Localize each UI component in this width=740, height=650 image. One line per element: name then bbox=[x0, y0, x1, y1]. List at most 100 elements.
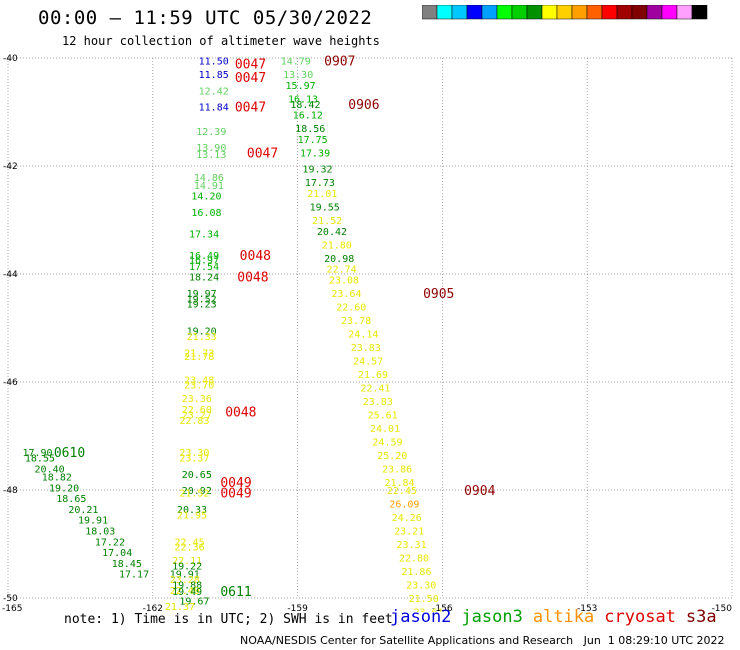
swh-value-label: 18.82 bbox=[42, 473, 72, 484]
swh-value-label: 16.49 bbox=[189, 251, 219, 262]
swh-value-label: 23.36 bbox=[182, 394, 212, 405]
swh-value-label: 17.75 bbox=[298, 135, 328, 146]
swh-value-label: 19.91 bbox=[170, 570, 200, 581]
swh-value-label: 21.84 bbox=[384, 478, 414, 489]
pass-time-label: 0048 bbox=[237, 271, 268, 286]
swh-value-label: 23.70 bbox=[184, 381, 214, 392]
swh-value-label: 22.41 bbox=[360, 383, 390, 394]
swh-value-label: 23.86 bbox=[382, 464, 412, 475]
swh-value-label: 22.60 bbox=[336, 302, 366, 313]
swh-value-label: 17.73 bbox=[305, 178, 335, 189]
swh-value-label: 22.74 bbox=[327, 265, 357, 276]
x-tick-label: -159 bbox=[287, 604, 308, 612]
swh-value-label: 14.86 bbox=[194, 173, 224, 184]
swh-value-label: 19.20 bbox=[49, 483, 79, 494]
colorbar-swatch bbox=[691, 5, 708, 20]
y-tick-label: -44 bbox=[3, 270, 18, 280]
swh-value-label: 17.04 bbox=[102, 548, 132, 559]
credit-line: NOAA/NESDIS Center for Satellite Applica… bbox=[240, 634, 725, 647]
swh-value-label: 17.22 bbox=[95, 537, 125, 548]
swh-value-label: 14.20 bbox=[191, 192, 221, 203]
swh-value-label: 23.83 bbox=[363, 397, 393, 408]
swh-value-label: 20.21 bbox=[68, 505, 98, 516]
pass-time-label: 0906 bbox=[348, 98, 379, 113]
pass-time-label: 0611 bbox=[220, 585, 251, 600]
swh-value-label: 23.64 bbox=[331, 289, 361, 300]
swh-value-label: 19.67 bbox=[179, 597, 209, 608]
swh-value-label: 13.13 bbox=[196, 150, 226, 161]
swh-value-label: 11.50 bbox=[199, 57, 229, 68]
y-tick-label: -48 bbox=[3, 486, 18, 496]
swh-value-label: 21.52 bbox=[312, 216, 342, 227]
swh-value-label: 16.12 bbox=[293, 111, 323, 122]
swh-value-label: 23.30 bbox=[179, 448, 209, 459]
swh-value-label: 23.30 bbox=[406, 581, 436, 592]
swh-value-label: 25.61 bbox=[368, 410, 398, 421]
swh-value-label: 17.90 bbox=[22, 448, 52, 459]
pass-time-label: 0907 bbox=[324, 55, 355, 70]
y-tick-label: -46 bbox=[3, 378, 18, 388]
swh-value-label: 23.37 bbox=[179, 454, 209, 465]
pass-time-label: 0049 bbox=[220, 476, 251, 491]
swh-value-label: 25.20 bbox=[377, 451, 407, 462]
swh-value-label: 21.50 bbox=[409, 594, 439, 605]
swh-value-label: 18.42 bbox=[290, 100, 320, 111]
swh-value-label: 18.56 bbox=[295, 124, 325, 135]
swh-value-label: 21.80 bbox=[322, 240, 352, 251]
swh-value-label: 16.13 bbox=[288, 95, 318, 106]
x-tick-label: -165 bbox=[2, 604, 22, 612]
swh-value-label: 14.91 bbox=[194, 181, 224, 192]
swh-value-label: 21.37 bbox=[165, 602, 195, 612]
x-tick-label: -153 bbox=[577, 604, 597, 612]
altimeter-scatter-plot: -40 -42 -44 -46 -48 -50-165 -162 -159 -156 -153 -1… bbox=[2, 54, 733, 612]
swh-value-label: 20.33 bbox=[177, 505, 207, 516]
swh-value-label: 13.30 bbox=[283, 70, 313, 81]
swh-value-label: 21.33 bbox=[187, 332, 217, 343]
swh-value-label: 17.34 bbox=[189, 230, 219, 241]
swh-value-label: 17.39 bbox=[300, 149, 330, 160]
chart-subtitle: 12 hour collection of altimeter wave hei… bbox=[62, 34, 380, 48]
swh-value-label: 20.40 bbox=[35, 464, 65, 475]
swh-value-label: 23.78 bbox=[341, 316, 371, 327]
satellite-legend-cryosat: cryosat bbox=[604, 607, 676, 627]
swh-value-label: 23.08 bbox=[329, 275, 359, 286]
swh-value-label: 16.97 bbox=[189, 255, 219, 266]
swh-value-label: 18.65 bbox=[56, 494, 86, 505]
swh-value-label: 23.48 bbox=[184, 375, 214, 386]
swh-value-label: 17.54 bbox=[189, 262, 219, 273]
x-tick-label: -156 bbox=[432, 604, 453, 612]
swh-value-label: 18.55 bbox=[25, 454, 55, 465]
x-tick-label: -150 bbox=[712, 604, 733, 612]
swh-value-label: 20.65 bbox=[182, 470, 212, 481]
swh-value-label: 22.11 bbox=[172, 556, 202, 567]
swh-value-label: 18.45 bbox=[112, 559, 142, 570]
swh-value-label: 21.73 bbox=[184, 348, 214, 359]
swh-value-label: 22.36 bbox=[175, 543, 205, 554]
chart-title: 00:00 – 11:59 UTC 05/30/2022 bbox=[38, 7, 373, 29]
swh-value-label: 19.88 bbox=[172, 581, 202, 592]
swh-value-label: 19.23 bbox=[187, 300, 217, 311]
swh-value-label: 21.01 bbox=[307, 189, 337, 200]
y-tick-label: -40 bbox=[3, 54, 18, 64]
footnote: note: 1) Time is in UTC; 2) SWH is in fe… bbox=[64, 612, 393, 627]
satellite-legend: jason2 jason3 altika cryosat s3a bbox=[390, 607, 727, 627]
swh-value-label: 24.14 bbox=[348, 329, 378, 340]
swh-value-label: 11.85 bbox=[199, 70, 229, 81]
swh-value-label: 24.01 bbox=[370, 424, 400, 435]
swh-value-label: 21.69 bbox=[358, 370, 388, 381]
swh-value-label: 22.60 bbox=[182, 405, 212, 416]
swh-value-label: 24.59 bbox=[372, 437, 402, 448]
swh-value-label: 21.95 bbox=[177, 510, 207, 521]
pass-time-label: 0904 bbox=[464, 484, 495, 499]
swh-value-label: 14.79 bbox=[281, 57, 311, 68]
pass-time-label: 0047 bbox=[235, 101, 266, 116]
pass-time-label: 0905 bbox=[423, 287, 454, 302]
swh-value-label: 18.24 bbox=[189, 273, 219, 284]
color-scale-legend: 36912151821242730333639424570(ft) bbox=[422, 5, 708, 20]
swh-value-label: 19.20 bbox=[187, 327, 217, 338]
satellite-legend-jason2: jason2 bbox=[390, 607, 452, 627]
swh-value-label: 20.92 bbox=[182, 486, 212, 497]
pass-time-label: 0049 bbox=[220, 487, 251, 502]
swh-value-label: 23.21 bbox=[394, 527, 424, 538]
satellite-legend-s3a: s3a bbox=[685, 607, 717, 627]
